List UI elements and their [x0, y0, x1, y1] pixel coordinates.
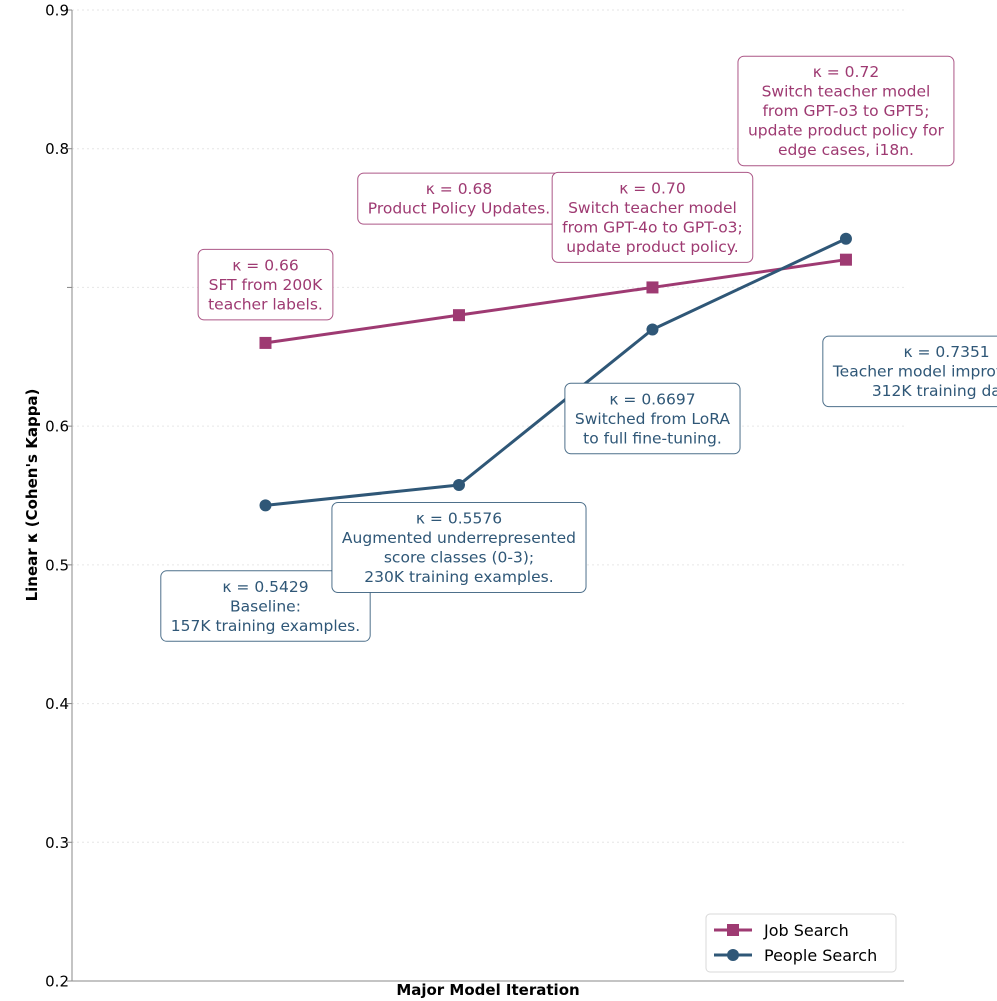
annotation-line: 157K training examples.	[171, 617, 360, 635]
annotation-line: κ = 0.7351	[903, 343, 989, 361]
annotation-line: SFT from 200K	[209, 276, 323, 294]
annotation-line: from GPT-o3 to GPT5;	[762, 102, 929, 120]
annotation-line: 312K training data.	[872, 382, 997, 400]
annotation-box	[822, 335, 997, 408]
annotation-line: κ = 0.6697	[609, 390, 695, 408]
annotation-line: from GPT-4o to GPT-o3;	[562, 218, 743, 236]
legend[interactable]: Job Search People Search	[705, 913, 897, 973]
y-tick-label: 0.9	[45, 2, 69, 20]
x-axis-title: Major Model Iteration	[396, 981, 579, 999]
data-point-job	[452, 309, 465, 322]
y-tick-label: 0.8	[45, 140, 69, 158]
annotation-line: update product policy for	[748, 122, 945, 140]
data-point-people	[452, 478, 465, 491]
series-layer	[259, 232, 852, 512]
series-line-job	[265, 258, 847, 345]
annotation-line: Switch teacher model	[568, 199, 737, 217]
annotation-box	[331, 502, 587, 594]
annotation-box	[551, 171, 754, 263]
annotation-line: Augmented underrepresented	[342, 529, 576, 547]
legend-label-job: Job Search	[763, 921, 849, 940]
y-ticks: 0.2 0.3 0.4 0.5 0.6 0.8 0.9	[45, 2, 72, 991]
data-point-job	[839, 253, 852, 266]
annotation-people: κ = 0.7351 Teacher model improvement;312K…	[822, 335, 997, 408]
annotation-box	[564, 382, 741, 455]
annotation-line: to full fine-tuning.	[583, 429, 722, 447]
legend-marker-job	[727, 924, 739, 936]
y-tick-label: 0.3	[45, 834, 69, 852]
annotation-line: κ = 0.70	[619, 179, 686, 197]
data-point-people	[839, 232, 852, 245]
annotation-line: edge cases, i18n.	[778, 141, 914, 159]
data-point-job	[259, 336, 272, 349]
annotation-line: Product Policy Updates.	[368, 200, 550, 218]
y-tick-label: 0.5	[45, 556, 69, 574]
annotation-line: Switch teacher model	[762, 83, 931, 101]
legend-item-job-search[interactable]: Job Search	[714, 921, 849, 940]
annotation-box	[160, 570, 371, 642]
annotation-job: κ = 0.68 Product Policy Updates.	[357, 172, 561, 225]
annotation-line: Switched from LoRA	[575, 410, 731, 428]
annotation-line: κ = 0.66	[232, 256, 299, 274]
y-tick-label: 0.4	[45, 695, 69, 713]
y-axis-title: Linear κ (Cohen's Kappa)	[23, 389, 41, 602]
series-line-people	[265, 237, 847, 507]
annotation-line: update product policy.	[566, 238, 738, 256]
data-point-people	[646, 323, 659, 336]
annotation-line: 230K training examples.	[364, 568, 553, 586]
annotation-line: teacher labels.	[208, 295, 323, 313]
legend-marker-people	[727, 949, 739, 961]
y-tick-label: 0.6	[45, 418, 69, 436]
annotation-line: κ = 0.5429	[222, 578, 308, 596]
annotation-line: score classes (0-3);	[384, 549, 534, 567]
data-point-job	[646, 281, 659, 294]
annotation-line: Baseline:	[230, 597, 301, 615]
annotation-line: κ = 0.72	[813, 63, 880, 81]
annotation-line: Teacher model improvement;	[832, 363, 997, 381]
y-tick-label: 0.2	[45, 973, 69, 991]
legend-label-people: People Search	[764, 946, 877, 965]
annotation-box	[197, 248, 334, 321]
legend-item-people-search[interactable]: People Search	[714, 946, 877, 965]
annotation-line: κ = 0.68	[426, 180, 493, 198]
annotation-box	[737, 55, 955, 167]
data-point-people	[259, 499, 272, 512]
annotation-line: κ = 0.5576	[416, 510, 502, 528]
legend-box	[705, 913, 897, 973]
